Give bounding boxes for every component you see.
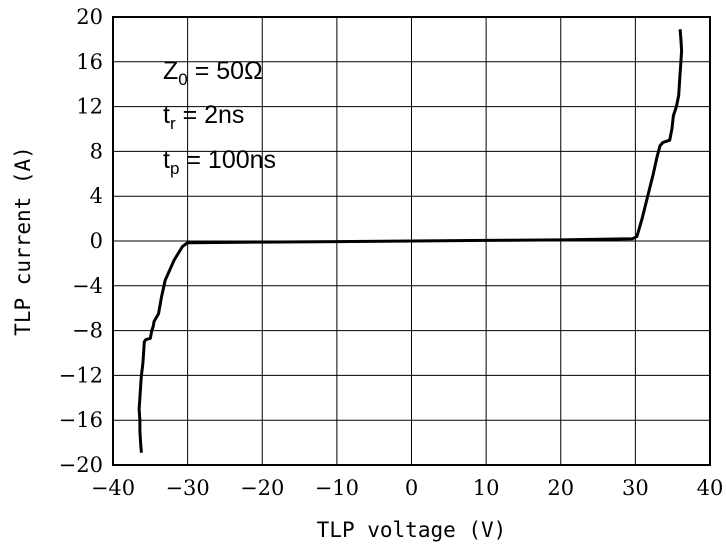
x-tick-label: 20 (547, 476, 574, 500)
y-tick-label: −12 (59, 363, 103, 387)
y-tick-label: 16 (76, 50, 103, 74)
y-tick-label: 8 (90, 139, 103, 163)
y-tick-label: 12 (76, 95, 103, 119)
annotation-rise-time: tr = 2ns (163, 101, 244, 133)
x-tick-label: −10 (315, 476, 359, 500)
x-tick-label: 10 (473, 476, 500, 500)
annotation-pulse-width: tp = 100ns (163, 146, 276, 178)
x-tick-label: 0 (405, 476, 418, 500)
plot-frame (112, 16, 711, 466)
x-axis-title: TLP voltage (V) (317, 518, 507, 542)
y-tick-label: −8 (72, 319, 103, 343)
y-tick-label: 4 (90, 184, 103, 208)
annotation-impedance: Z0 = 50Ω (163, 57, 263, 89)
annotation-box: Z0 = 50Ω tr = 2ns tp = 100ns (163, 57, 276, 178)
y-axis-title: TLP current (A) (11, 146, 35, 336)
y-tick-labels: 20 16 12 8 4 0 −4 −8 −12 −16 −20 (59, 5, 103, 477)
y-tick-label: −4 (72, 274, 103, 298)
x-tick-label: 30 (622, 476, 649, 500)
x-tick-label: 40 (697, 476, 724, 500)
y-tick-label: 20 (76, 5, 103, 29)
y-tick-label: 0 (90, 229, 103, 253)
x-tick-label: −30 (165, 476, 209, 500)
x-tick-label: −40 (91, 476, 135, 500)
x-tick-labels: −40 −30 −20 −10 0 10 20 30 40 (91, 476, 724, 500)
x-tick-label: −20 (240, 476, 284, 500)
y-tick-label: −16 (59, 408, 103, 432)
series-line-tlp-iv (137, 29, 684, 453)
y-tick-label: −20 (59, 453, 103, 477)
